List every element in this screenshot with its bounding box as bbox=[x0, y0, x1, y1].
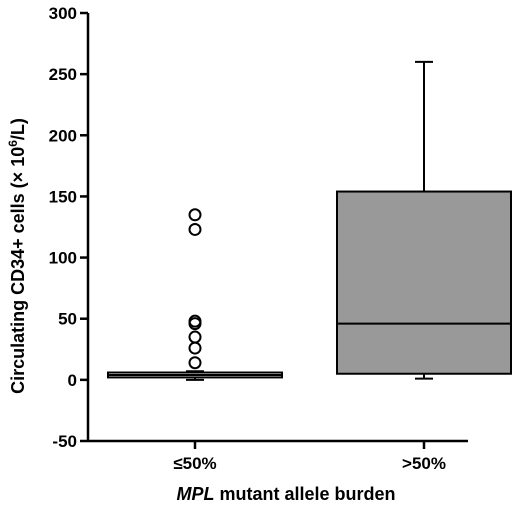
y-axis-title-unit: /L) bbox=[8, 118, 28, 140]
x-axis-title: MPL mutant allele burden bbox=[176, 484, 395, 504]
box-1 bbox=[107, 208, 283, 381]
box-2 bbox=[336, 60, 512, 380]
outlier-point bbox=[188, 317, 202, 331]
x-axis-title-rest: mutant allele burden bbox=[214, 484, 395, 504]
y-tick-label: 50 bbox=[58, 310, 77, 329]
y-axis: -50 0 50 100 150 200 250 300 bbox=[49, 4, 90, 451]
y-tick-label: 250 bbox=[49, 65, 77, 84]
box-body bbox=[336, 190, 512, 375]
y-tick-label: 150 bbox=[49, 187, 77, 206]
y-tick-label: 0 bbox=[68, 371, 77, 390]
y-tick-label: 300 bbox=[49, 4, 77, 23]
y-axis-title-superscript: 6 bbox=[6, 140, 20, 147]
outlier-point bbox=[188, 341, 202, 355]
y-axis-title-main: Circulating CD34+ cells (× 10 bbox=[8, 147, 28, 394]
y-tick-label: 100 bbox=[49, 249, 77, 268]
y-tick-label: 200 bbox=[49, 126, 77, 145]
x-tick-label: >50% bbox=[402, 454, 446, 473]
x-tick-label: ≤50% bbox=[173, 454, 216, 473]
outlier-point bbox=[188, 208, 202, 222]
y-tick-label: -50 bbox=[52, 432, 77, 451]
x-axis: ≤50% >50% bbox=[88, 439, 468, 473]
outlier-point bbox=[188, 330, 202, 344]
outlier-point bbox=[188, 356, 202, 370]
plot-area bbox=[107, 60, 512, 381]
x-axis-title-italic: MPL bbox=[176, 484, 214, 504]
y-axis-title: Circulating CD34+ cells (× 106/L) bbox=[6, 118, 28, 394]
outlier-point bbox=[188, 222, 202, 236]
